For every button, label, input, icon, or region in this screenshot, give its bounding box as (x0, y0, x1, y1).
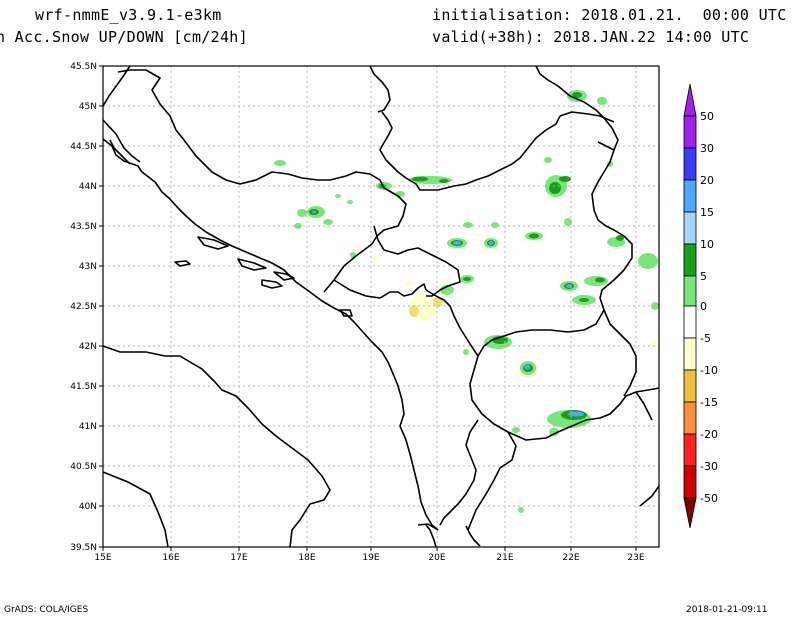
colorbar-label: -15 (700, 396, 718, 409)
colorbar-label: 10 (700, 238, 714, 251)
colorbar-label: -10 (700, 364, 718, 377)
longitude-labels: 15E 16E 17E 18E 19E 20E 21E 22E 23E (94, 553, 644, 563)
footer-timestamp: 2018-01-21-09:11 (686, 605, 768, 615)
colorbar-swatch (683, 147, 697, 181)
lat-label: 41.5N (70, 382, 97, 392)
lat-label: 39.5N (70, 543, 97, 553)
lon-label: 17E (230, 553, 247, 563)
colorbar-swatch (683, 115, 697, 149)
colorbar-label: -5 (700, 332, 711, 345)
lat-label: 44N (79, 182, 97, 192)
valid-time: valid(+38h): 2018.JAN.22 14:00 UTC (432, 28, 750, 46)
lon-label: 19E (362, 553, 379, 563)
field-title: n Acc.Snow UP/DOWN [cm/24h] (0, 28, 248, 46)
map-frame (102, 65, 660, 548)
colorbar-label: -50 (700, 492, 718, 505)
lat-label: 45.5N (70, 62, 97, 72)
lon-label: 23E (627, 553, 644, 563)
colorbar-label: 30 (700, 142, 714, 155)
colorbar-swatch (683, 433, 697, 467)
snow-field (274, 90, 659, 513)
lat-label: 44.5N (70, 142, 97, 152)
colorbar-label: -30 (700, 460, 718, 473)
colorbar-swatch (683, 465, 697, 499)
colorbar-label: 0 (700, 300, 707, 313)
latitude-labels: 45.5N 45N 44.5N 44N 43.5N 43N 42.5N 42N … (70, 62, 97, 553)
colorbar-top-arrow (683, 83, 697, 117)
lat-label: 43N (79, 262, 97, 272)
colorbar-swatch (683, 369, 697, 403)
lat-label: 40.5N (70, 462, 97, 472)
coastlines-borders (103, 66, 659, 547)
lon-label: 16E (162, 553, 179, 563)
colorbar-swatch (683, 275, 697, 307)
colorbar-label: -20 (700, 428, 718, 441)
colorbar-swatch (683, 211, 697, 245)
lat-label: 41N (79, 422, 97, 432)
lat-label: 42.5N (70, 302, 97, 312)
colorbar-label: 5 (700, 270, 707, 283)
colorbar-swatch (683, 179, 697, 213)
lon-label: 20E (428, 553, 445, 563)
colorbar-swatch (683, 337, 697, 371)
model-title: wrf-nmmE_v3.9.1-e3km (35, 6, 222, 24)
colorbar-bottom-arrow (683, 497, 697, 529)
colorbar-label: 50 (700, 110, 714, 123)
colorbar-swatch (683, 243, 697, 277)
lat-label: 42N (79, 342, 97, 352)
lat-label: 40N (79, 502, 97, 512)
colorbar-label: 15 (700, 206, 714, 219)
colorbar-swatch (683, 305, 697, 339)
footer-credit: GrADS: COLA/IGES (4, 605, 89, 615)
lon-label: 15E (94, 553, 111, 563)
colorbar-label: 20 (700, 174, 714, 187)
lat-label: 43.5N (70, 222, 97, 232)
lat-label: 45N (79, 102, 97, 112)
colorbar-swatch (683, 401, 697, 435)
grid-lines (103, 66, 659, 547)
lon-label: 22E (562, 553, 579, 563)
lon-label: 18E (298, 553, 315, 563)
axis-ticks (99, 65, 637, 551)
lon-label: 21E (496, 553, 513, 563)
init-time: initialisation: 2018.01.21. 00:00 UTC (432, 6, 787, 24)
colorbar: 50 30 20 15 10 5 0 -5 -10 -15 -20 -30 -5… (683, 83, 718, 529)
